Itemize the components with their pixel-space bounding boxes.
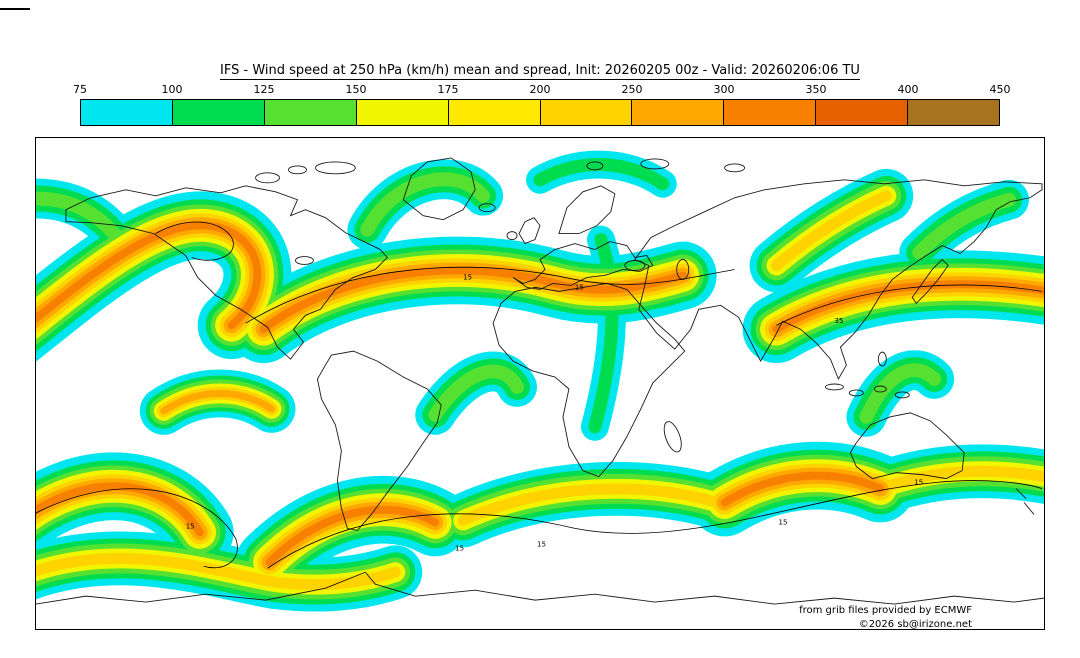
contour-label: 15 [537,540,546,548]
corner-mark [0,8,30,10]
colorbar-tick-label: 250 [621,83,643,96]
map-title-text: IFS - Wind speed at 250 hPa (km/h) mean … [220,63,860,80]
attribution-source: from grib files provided by ECMWF [799,605,972,616]
contour-label-layer: 15 15 35 15 15 15 15 15 [186,273,923,552]
contour-label: 15 [779,518,788,526]
colorbar-tick-label: 75 [73,83,87,96]
colorbar-tick-label: 100 [161,83,183,96]
colorbar-bar [80,99,1000,126]
colorbar-segment [172,100,265,125]
colorbar-segment [264,100,357,125]
colorbar-segment [632,100,725,125]
colorbar-tick-label: 400 [897,83,919,96]
colorbar-segment [724,100,817,125]
spread-contours [36,221,1043,569]
colorbar-segment [81,100,173,125]
attribution: from grib files provided by ECMWF ©2026 … [799,604,972,632]
colorbar-segment [908,100,1000,125]
colorbar-tick-label: 300 [713,83,735,96]
coastlines [36,157,1044,605]
map-title: IFS - Wind speed at 250 hPa (km/h) mean … [0,63,1080,80]
map-frame: 15 15 35 15 15 15 15 15 [35,137,1045,630]
contour-label: 15 [455,544,464,552]
colorbar-segment [816,100,909,125]
world-map: 15 15 35 15 15 15 15 15 [36,138,1044,629]
colorbar-tick-label: 200 [529,83,551,96]
colorbar-tick-label: 175 [437,83,459,96]
contour-label: 35 [834,317,843,325]
contour-label: 15 [914,479,923,487]
colorbar-ticks: 75 100 125 150 175 200 250 300 350 400 450 [73,83,1011,97]
colorbar-segment [540,100,633,125]
colorbar-segment [448,100,541,125]
contour-label: 15 [463,273,472,281]
colorbar-tick-label: 450 [989,83,1011,96]
colorbar-tick-label: 150 [345,83,367,96]
colorbar-tick-label: 350 [805,83,827,96]
contour-label: 15 [575,283,584,291]
contour-label: 15 [186,522,195,530]
attribution-copyright: ©2026 sb@irizone.net [858,619,972,630]
colorbar-segment [356,100,449,125]
colorbar-tick-label: 125 [253,83,275,96]
